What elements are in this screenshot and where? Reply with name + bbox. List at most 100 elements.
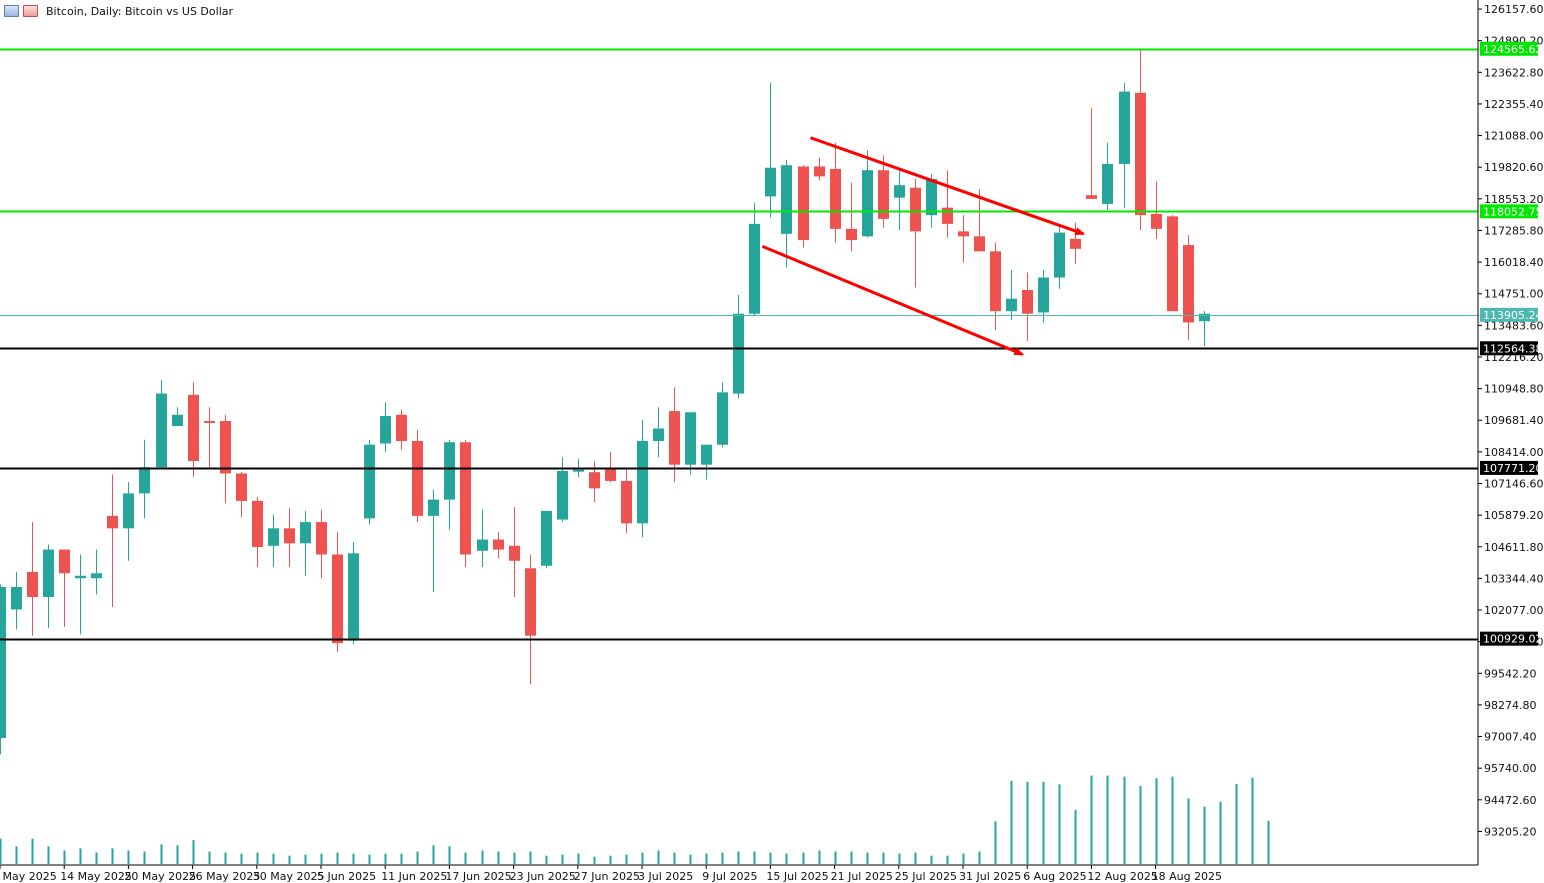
price-tick-label: 121088.00: [1484, 130, 1544, 143]
date-tick-label: 12 Aug 2025: [1087, 870, 1157, 883]
chart-title: Bitcoin, Daily: Bitcoin vs US Dollar: [46, 4, 234, 18]
candle-body: [589, 472, 600, 489]
price-tick-label: 108414.00: [1484, 446, 1544, 459]
candle-body: [27, 572, 38, 597]
candle-body: [685, 412, 696, 465]
candle-body: [974, 236, 985, 252]
candle-body: [268, 528, 279, 546]
level-price-badge: [1480, 631, 1538, 646]
candle-body: [364, 444, 375, 519]
axes: [0, 0, 1479, 866]
price-tick-label: 107146.60: [1484, 477, 1544, 490]
chart-header: Bitcoin, Daily: Bitcoin vs US Dollar: [4, 3, 233, 19]
candle-body: [1102, 163, 1113, 204]
date-tick-label: 21 Jul 2025: [831, 870, 893, 883]
level-price-badge: [1480, 307, 1538, 322]
candle-body: [236, 473, 247, 501]
price-tick-label: 109681.40: [1484, 414, 1544, 427]
candles: [0, 48, 1210, 755]
candle-body: [139, 467, 150, 494]
candle-body: [781, 165, 792, 234]
candle-body: [878, 170, 889, 219]
price-tick-label: 102077.00: [1484, 604, 1544, 617]
date-tick-label: 15 Jul 2025: [766, 870, 828, 883]
level-price-badge: [1480, 41, 1538, 56]
date-tick-label: 11 Jun 2025: [381, 870, 447, 883]
candle-body: [525, 568, 536, 636]
candle-body: [332, 554, 343, 644]
trend-arrows: [761, 136, 1086, 356]
candle-body: [156, 393, 167, 468]
price-tick-label: 94472.60: [1484, 794, 1537, 807]
level-price-label: 124565.62: [1483, 43, 1543, 56]
candle-body: [942, 207, 953, 224]
candle-body: [717, 392, 728, 445]
date-tick-label: 30 May 2025: [253, 870, 325, 883]
price-tick-label: 113483.60: [1484, 319, 1544, 332]
candle-body: [765, 167, 776, 197]
chart-window-icon[interactable]: [4, 5, 19, 17]
price-tick-label: 117285.80: [1484, 224, 1544, 237]
price-tick-label: 118553.20: [1484, 193, 1544, 206]
candle-body: [493, 539, 504, 550]
candle-body: [910, 187, 921, 232]
price-tick-label: 119820.60: [1484, 161, 1544, 174]
candle-body: [11, 586, 22, 610]
candle-body: [380, 416, 391, 444]
level-price-label: 113905.24: [1483, 309, 1543, 322]
candle-body: [1183, 245, 1194, 323]
candle-body: [1006, 298, 1017, 312]
candle-body: [75, 575, 86, 579]
candle-body: [830, 168, 841, 229]
candle-body: [733, 313, 744, 394]
price-tick-label: 122355.40: [1484, 98, 1544, 111]
candle-body: [1135, 92, 1146, 216]
price-tick-label: 123622.80: [1484, 66, 1544, 79]
price-tick-label: 98274.80: [1484, 699, 1537, 712]
candle-body: [1038, 277, 1049, 313]
candle-body: [284, 528, 295, 544]
candle-body: [220, 421, 231, 474]
level-price-labels: 124565.62 118052.75 113905.24 112564.38 1077…: [1480, 41, 1543, 646]
date-tick-label: 5 Jun 2025: [317, 870, 376, 883]
date-tick-label: 17 Jun 2025: [445, 870, 511, 883]
candle-body: [1022, 290, 1033, 314]
level-price-badge: [1480, 341, 1538, 356]
price-tick-label: 116018.40: [1484, 256, 1544, 269]
price-tick-label: 95740.00: [1484, 762, 1537, 775]
date-tick-label: 26 May 2025: [189, 870, 261, 883]
candle-body: [204, 421, 215, 424]
price-tick-label: 99542.20: [1484, 667, 1537, 680]
candle-body: [541, 510, 552, 566]
candle-body: [43, 549, 54, 597]
date-tick-label: 8 May 2025: [0, 870, 57, 883]
volume-bars: [0, 775, 1270, 864]
candle-body: [637, 440, 648, 524]
price-tick-label: 110948.80: [1484, 383, 1544, 396]
candle-body: [252, 500, 263, 548]
candle-body: [509, 545, 520, 561]
level-price-badge: [1480, 204, 1538, 219]
candle-body: [444, 442, 455, 500]
date-tick-label: 20 May 2025: [124, 870, 196, 883]
candle-body: [1119, 91, 1130, 164]
candle-body: [846, 228, 857, 241]
symbol-icon[interactable]: [23, 5, 38, 17]
date-tick-label: 25 Jul 2025: [895, 870, 957, 883]
candle-body: [0, 586, 6, 738]
candle-body: [123, 493, 134, 529]
date-tick-label: 14 May 2025: [60, 870, 132, 883]
candle-body: [958, 231, 969, 237]
candle-body: [460, 442, 471, 555]
price-tick-label: 105879.20: [1484, 509, 1544, 522]
date-tick-label: 27 Jun 2025: [574, 870, 640, 883]
candle-body: [300, 522, 311, 544]
candle-body: [669, 411, 680, 465]
level-price-label: 118052.75: [1483, 205, 1543, 218]
price-tick-label: 104611.80: [1484, 541, 1544, 554]
candle-body: [1070, 238, 1081, 249]
candle-body: [188, 394, 199, 461]
trend-arrow: [761, 244, 1025, 356]
date-tick-label: 6 Aug 2025: [1023, 870, 1086, 883]
